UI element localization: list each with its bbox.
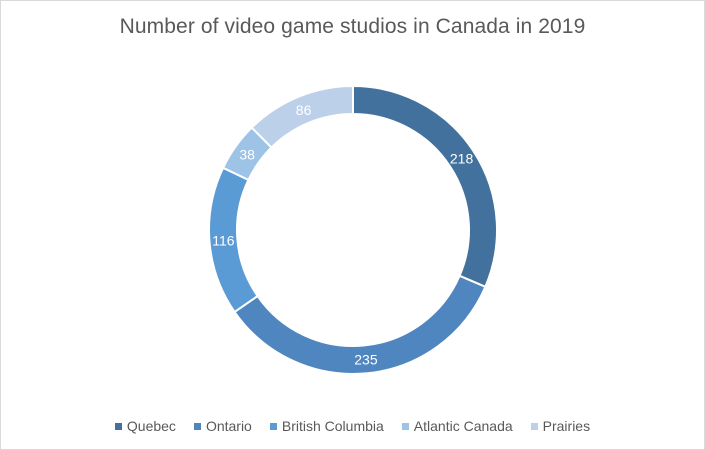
labels-group: 218 235 116 38 86 <box>212 102 473 368</box>
legend-item-british-columbia: British Columbia <box>269 418 384 434</box>
legend-label: Ontario <box>205 418 252 434</box>
data-label-prairies: 86 <box>296 102 312 118</box>
legend-label: British Columbia <box>281 418 384 434</box>
legend-label: Prairies <box>542 418 591 434</box>
legend-swatch <box>193 422 201 430</box>
legend-label: Atlantic Canada <box>413 418 513 434</box>
legend-item-atlantic-canada: Atlantic Canada <box>401 418 513 434</box>
slice-quebec <box>352 84 498 289</box>
slice-prairies <box>250 84 354 149</box>
legend-swatch <box>401 422 409 430</box>
legend-swatch <box>269 422 277 430</box>
legend-swatch <box>530 422 538 430</box>
data-label-atlantic-canada: 38 <box>239 147 255 163</box>
chart-legend: Quebec Ontario British Columbia Atlantic Ca… <box>1 418 704 434</box>
legend-swatch <box>114 422 122 430</box>
legend-item-quebec: Quebec <box>114 418 176 434</box>
legend-item-prairies: Prairies <box>530 418 591 434</box>
slices-group <box>208 84 498 375</box>
data-label-british-columbia: 116 <box>212 232 235 248</box>
legend-label: Quebec <box>126 418 176 434</box>
data-label-quebec: 218 <box>450 150 474 166</box>
data-label-ontario: 235 <box>354 351 378 367</box>
chart-title: Number of video game studios in Canada i… <box>119 15 586 38</box>
legend-item-ontario: Ontario <box>193 418 252 434</box>
